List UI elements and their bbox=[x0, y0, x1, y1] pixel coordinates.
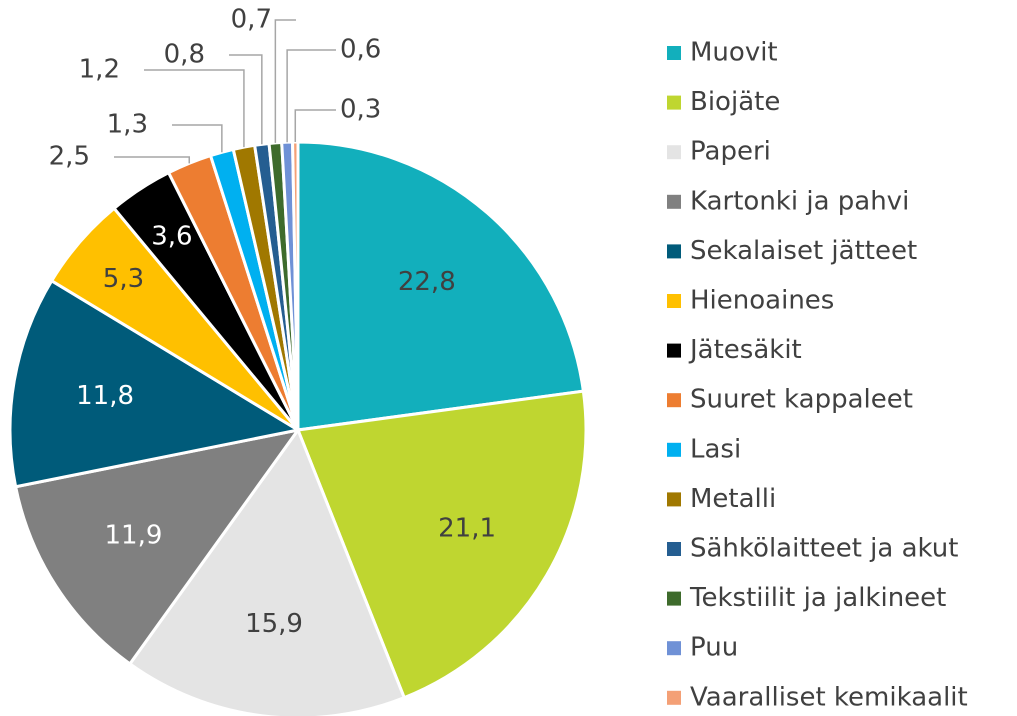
pie-slice bbox=[8, 278, 303, 489]
legend-label: Biojäte bbox=[690, 87, 780, 117]
leader-line bbox=[114, 156, 191, 164]
data-label: 21,1 bbox=[438, 513, 496, 543]
legend-label: Tekstiilit ja jalkineet bbox=[689, 583, 946, 613]
legend-label: Kartonki ja pahvi bbox=[690, 186, 909, 216]
data-label: 15,9 bbox=[245, 609, 303, 639]
legend-swatch bbox=[667, 244, 681, 259]
data-label: 0,3 bbox=[340, 95, 381, 125]
legend-swatch bbox=[667, 542, 681, 556]
legend-label: Jätesäkit bbox=[688, 335, 802, 365]
legend-swatch bbox=[667, 492, 681, 507]
legend-swatch bbox=[667, 46, 681, 60]
leader-line bbox=[274, 19, 296, 143]
legend-swatch bbox=[667, 95, 681, 110]
data-label: 0,6 bbox=[340, 35, 381, 65]
legend-swatch bbox=[667, 294, 681, 308]
data-label: 1,2 bbox=[79, 55, 120, 85]
legend-swatch bbox=[667, 690, 681, 705]
legend-swatch bbox=[667, 393, 681, 408]
legend-label: Metalli bbox=[690, 484, 776, 514]
data-label: 22,8 bbox=[398, 267, 456, 297]
leader-line bbox=[144, 69, 245, 148]
data-label: 0,7 bbox=[231, 5, 272, 35]
data-label: 2,5 bbox=[49, 142, 90, 172]
legend-label: Sekalaiset jätteet bbox=[690, 236, 917, 266]
pie-slice bbox=[295, 389, 588, 700]
legend-label: Suuret kappaleet bbox=[690, 385, 913, 415]
data-label: 11,8 bbox=[76, 381, 134, 411]
legend-label: Sähkölaitteet ja akut bbox=[690, 534, 958, 564]
legend-label: Hienoaines bbox=[690, 286, 834, 316]
legend-swatch bbox=[667, 145, 681, 160]
pie-slice bbox=[13, 427, 302, 666]
legend-swatch bbox=[667, 641, 681, 656]
legend-label: Vaaralliset kemikaalit bbox=[690, 682, 968, 712]
legend-label: Paperi bbox=[690, 137, 771, 167]
data-label: 5,3 bbox=[103, 264, 144, 294]
data-label: 1,3 bbox=[107, 110, 148, 140]
data-label: 11,9 bbox=[104, 521, 162, 551]
legend-swatch bbox=[667, 591, 681, 606]
leader-line bbox=[294, 109, 336, 143]
legend-label: Lasi bbox=[690, 434, 741, 464]
legend-swatch bbox=[667, 442, 681, 457]
leader-line bbox=[229, 54, 263, 145]
legend-label: Puu bbox=[690, 633, 738, 663]
legend-label: Muovit bbox=[690, 38, 778, 68]
data-label: 3,6 bbox=[151, 222, 192, 252]
data-label: 0,8 bbox=[164, 40, 205, 70]
pie-slice bbox=[296, 140, 586, 432]
leader-line bbox=[172, 124, 223, 153]
legend-swatch bbox=[667, 343, 681, 358]
leader-line bbox=[286, 49, 336, 143]
legend-swatch bbox=[667, 194, 681, 209]
